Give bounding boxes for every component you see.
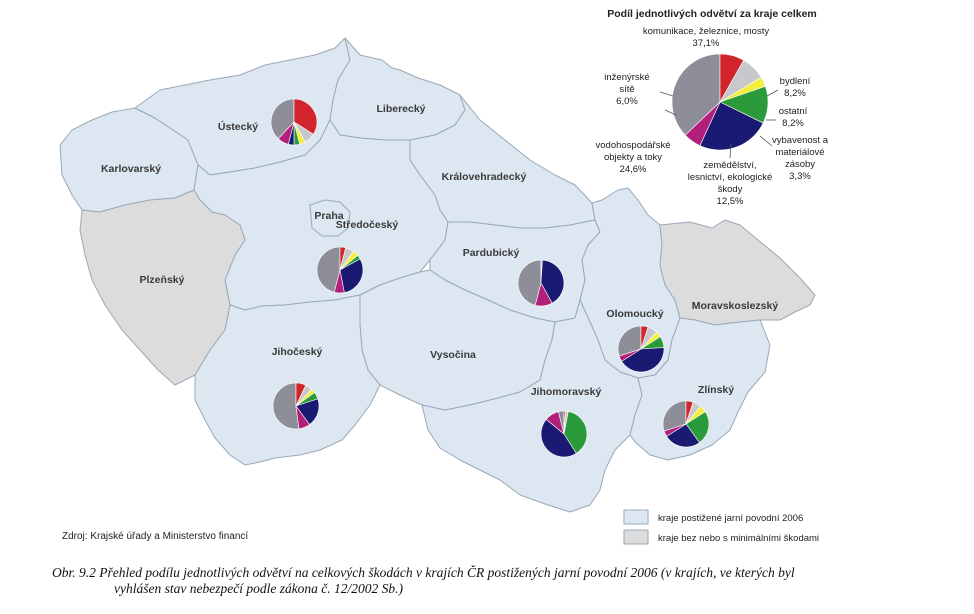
overall-label-water: vodohospodářské objekty a toky 24,6% (596, 140, 671, 175)
svg-text:objekty a toky: objekty a toky (604, 152, 662, 163)
svg-text:8,2%: 8,2% (784, 88, 806, 99)
svg-text:lesnictví, ekologické: lesnictví, ekologické (688, 172, 772, 183)
pie-olomoucky-slice-water (621, 347, 665, 373)
region-praha (309, 199, 351, 237)
label-moravskoslezsky: Moravskoslezský (692, 300, 779, 312)
pie-jihomoravsky (540, 410, 588, 458)
svg-text:vybavenost a: vybavenost a (772, 135, 829, 146)
figure-caption: Obr. 9.2 Přehled podílu jednotlivých odv… (52, 565, 952, 597)
pie-pardubicky-slice-communications (517, 259, 542, 306)
legend-swatch-unaffected (623, 529, 649, 545)
pie-ustecky (270, 98, 318, 146)
label-pardubicky: Pardubický (463, 247, 520, 259)
pie-stredocesky-slice-water (339, 258, 364, 293)
overall-label-other: ostatní 8,2% (779, 106, 808, 129)
legend-label-unaffected: kraje bez nebo s minimálními škodami (658, 533, 819, 544)
pie-pardubicky-slice-engineering (534, 282, 553, 307)
source-note: Zdroj: Krajské úřady a Ministerstvo fina… (62, 531, 249, 542)
svg-text:sítě: sítě (619, 84, 634, 95)
pie-zlinsky (662, 400, 710, 448)
region-jihocesky (194, 294, 381, 466)
label-olomoucky: Olomoucký (606, 308, 663, 320)
svg-text:ostatní: ostatní (779, 106, 808, 117)
svg-text:škody: škody (718, 184, 743, 195)
pie-stredocesky-slice-communications (316, 246, 341, 293)
pie-olomoucky-slice-engineering (618, 348, 642, 362)
pie-jihomoravsky-slice-water (540, 418, 577, 458)
overall-pie-slice-communications (671, 53, 721, 136)
svg-text:zemědělství,: zemědělství, (703, 160, 756, 171)
pie-pardubicky-slice-water (540, 259, 565, 304)
svg-text:bydlení: bydlení (780, 76, 811, 87)
label-liberecky: Liberecký (376, 103, 425, 115)
svg-text:24,6%: 24,6% (620, 164, 647, 175)
svg-text:3,3%: 3,3% (789, 171, 811, 182)
caption-line-1: Obr. 9.2 Přehled podílu jednotlivých odv… (52, 565, 795, 580)
pie-ustecky-slice-communications (270, 98, 295, 140)
overall-label-agriculture: zemědělství, lesnictví, ekologické škody… (688, 160, 772, 207)
svg-text:komunikace, železnice, mosty: komunikace, železnice, mosty (643, 26, 769, 37)
overall-pie-slice-water (699, 101, 764, 151)
pie-olomoucky-slice-communications (617, 325, 642, 357)
svg-text:6,0%: 6,0% (616, 96, 638, 107)
label-vysocina: Vysočina (430, 349, 476, 361)
label-jihocesky: Jihočeský (272, 346, 323, 358)
label-praha: Praha (314, 210, 343, 222)
pie-zlinsky-slice-water (666, 423, 700, 448)
region-plzensky (79, 189, 246, 386)
svg-text:inženýrské: inženýrské (604, 72, 649, 83)
overall-label-engineering: inženýrské sítě 6,0% (604, 72, 649, 107)
label-jihomoravsky: Jihomoravský (531, 386, 602, 398)
pie-jihocesky (272, 382, 320, 430)
overall-pie-title: Podíl jednotlivých odvětví za kraje celk… (607, 8, 817, 20)
svg-text:12,5%: 12,5% (717, 196, 744, 207)
svg-text:zásoby: zásoby (785, 159, 815, 170)
pie-jihocesky-slice-engineering (295, 405, 310, 430)
overall-pie (671, 53, 769, 151)
pie-stredocesky-slice-engineering (333, 269, 345, 294)
pie-stredocesky (316, 246, 364, 294)
caption-line-2: vyhlášen stav nebezpečí podle zákona č. … (114, 581, 404, 596)
region-moravskoslezsky (659, 219, 816, 326)
overall-label-communications: komunikace, železnice, mosty 37,1% (643, 26, 769, 49)
svg-text:8,2%: 8,2% (782, 118, 804, 129)
pie-zlinsky-slice-communications (662, 400, 687, 432)
label-ustecky: Ústecký (218, 120, 258, 133)
pie-zlinsky-slice-engineering (663, 423, 687, 437)
overall-label-stocks: vybavenost a materiálové zásoby 3,3% (772, 135, 829, 182)
overall-label-housing: bydlení 8,2% (780, 76, 811, 99)
svg-text:vodohospodářské: vodohospodářské (596, 140, 671, 151)
pie-zlinsky-slice-agriculture (685, 411, 710, 444)
pie-pardubicky (517, 259, 565, 307)
label-kralovehradecky: Královehradecký (442, 171, 527, 183)
legend-label-affected: kraje postižené jarní povodní 2006 (658, 513, 803, 524)
label-stredocesky: Středočeský (336, 219, 399, 231)
label-plzensky: Plzeňský (140, 274, 185, 286)
overall-pie-slice-engineering (684, 101, 721, 147)
pie-jihocesky-slice-communications (272, 382, 300, 430)
pie-ustecky-slice-engineering (277, 121, 295, 145)
pie-jihomoravsky-slice-engineering (545, 411, 565, 435)
legend-swatch-affected (623, 509, 649, 525)
label-zlinsky: Zlínský (698, 384, 734, 396)
label-karlovarsky: Karlovarský (101, 163, 161, 175)
pie-olomoucky (617, 325, 665, 373)
leader-lines (659, 89, 779, 159)
region-liberecky (329, 37, 466, 141)
svg-text:37,1%: 37,1% (693, 38, 720, 49)
svg-text:materiálové: materiálové (775, 147, 824, 158)
